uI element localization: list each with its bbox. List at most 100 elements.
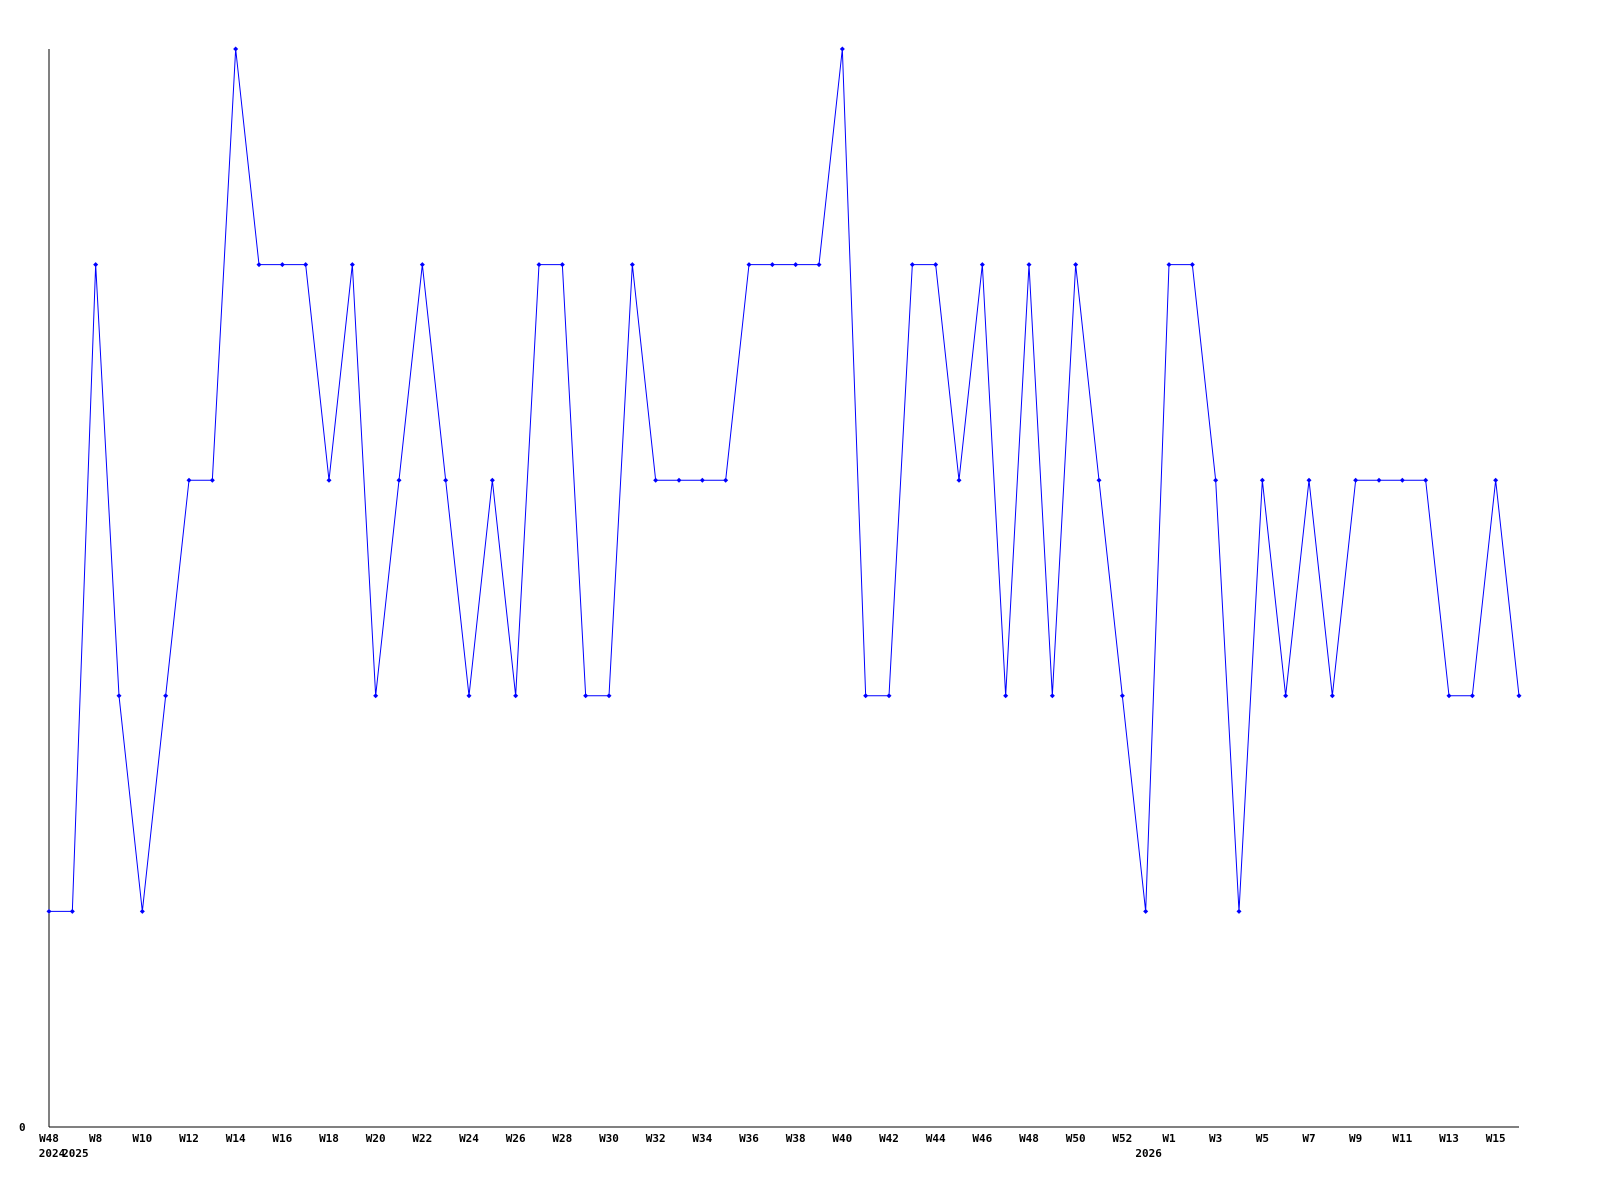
- x-tick-label: W5: [1256, 1132, 1269, 1145]
- x-tick-label: W52: [1112, 1132, 1132, 1145]
- data-point: [793, 262, 799, 268]
- x-tick-label: W16: [272, 1132, 292, 1145]
- data-point: [1213, 477, 1219, 483]
- data-point: [1376, 477, 1382, 483]
- data-point: [909, 262, 915, 268]
- x-tick-label: W15: [1486, 1132, 1506, 1145]
- x-tick-label: W38: [786, 1132, 806, 1145]
- data-point: [606, 693, 612, 699]
- x-tick-label: W44: [926, 1132, 946, 1145]
- data-point: [1446, 693, 1452, 699]
- x-tick-label: W7: [1302, 1132, 1315, 1145]
- data-point: [1073, 262, 1079, 268]
- data-point: [326, 477, 332, 483]
- data-point: [956, 477, 962, 483]
- data-point: [1143, 908, 1149, 914]
- data-point: [559, 262, 565, 268]
- x-tick-label: W28: [552, 1132, 572, 1145]
- data-point: [349, 262, 355, 268]
- data-point: [1003, 693, 1009, 699]
- data-point: [1329, 693, 1335, 699]
- data-point: [1026, 262, 1032, 268]
- data-point: [583, 693, 589, 699]
- year-label: 2024: [39, 1147, 66, 1160]
- data-point: [209, 477, 215, 483]
- data-point: [1469, 693, 1475, 699]
- data-point: [419, 262, 425, 268]
- data-point: [69, 908, 75, 914]
- data-point: [256, 262, 262, 268]
- data-point: [1189, 262, 1195, 268]
- data-point: [1353, 477, 1359, 483]
- data-point: [629, 262, 635, 268]
- x-tick-label: W20: [366, 1132, 386, 1145]
- x-tick-label: W9: [1349, 1132, 1362, 1145]
- x-tick-label: W32: [646, 1132, 666, 1145]
- data-point: [816, 262, 822, 268]
- x-tick-label: W18: [319, 1132, 339, 1145]
- x-tick-label: W14: [226, 1132, 246, 1145]
- data-point: [1259, 477, 1265, 483]
- x-tick-label: W8: [89, 1132, 102, 1145]
- data-point: [279, 262, 285, 268]
- x-tick-label: W36: [739, 1132, 759, 1145]
- data-point: [139, 908, 145, 914]
- x-tick-label: W50: [1066, 1132, 1086, 1145]
- x-tick-label: W48: [39, 1132, 59, 1145]
- data-point: [839, 46, 845, 52]
- data-point: [1283, 693, 1289, 699]
- data-point: [303, 262, 309, 268]
- data-point: [536, 262, 542, 268]
- data-point: [979, 262, 985, 268]
- data-point: [1423, 477, 1429, 483]
- data-point: [163, 693, 169, 699]
- year-label: 2026: [1135, 1147, 1162, 1160]
- data-point: [186, 477, 192, 483]
- data-point: [723, 477, 729, 483]
- data-point: [699, 477, 705, 483]
- data-point: [489, 477, 495, 483]
- x-tick-label: W24: [459, 1132, 479, 1145]
- data-point: [886, 693, 892, 699]
- x-tick-label: W30: [599, 1132, 619, 1145]
- x-tick-label: W46: [972, 1132, 992, 1145]
- x-tick-label: W1: [1162, 1132, 1176, 1145]
- x-tick-label: W13: [1439, 1132, 1459, 1145]
- data-point: [1399, 477, 1405, 483]
- y-tick-label: 0: [19, 1121, 26, 1134]
- data-point: [676, 477, 682, 483]
- data-point: [653, 477, 659, 483]
- data-point: [116, 693, 122, 699]
- x-tick-label: W10: [132, 1132, 152, 1145]
- data-point: [769, 262, 775, 268]
- x-tick-label: W11: [1392, 1132, 1412, 1145]
- data-point: [1119, 693, 1125, 699]
- x-tick-label: W42: [879, 1132, 899, 1145]
- series-line: [49, 48, 1520, 912]
- data-point: [93, 262, 99, 268]
- x-tick-label: W34: [692, 1132, 712, 1145]
- data-point: [396, 477, 402, 483]
- data-point: [1236, 908, 1242, 914]
- x-tick-label: W12: [179, 1132, 199, 1145]
- x-tick-label: W48: [1019, 1132, 1039, 1145]
- x-tick-label: W40: [832, 1132, 852, 1145]
- data-point: [933, 262, 939, 268]
- year-label: 2025: [62, 1147, 89, 1160]
- data-point: [1096, 477, 1102, 483]
- data-point: [466, 693, 472, 699]
- data-point: [1049, 693, 1055, 699]
- data-point: [233, 46, 239, 52]
- data-point: [46, 908, 52, 914]
- x-tick-label: W3: [1209, 1132, 1222, 1145]
- data-point: [1516, 693, 1522, 699]
- data-point: [746, 262, 752, 268]
- x-tick-label: W22: [412, 1132, 432, 1145]
- data-point: [1493, 477, 1499, 483]
- data-point: [863, 693, 869, 699]
- data-point: [443, 477, 449, 483]
- data-point: [1166, 262, 1172, 268]
- data-point: [1306, 477, 1312, 483]
- x-tick-label: W26: [506, 1132, 526, 1145]
